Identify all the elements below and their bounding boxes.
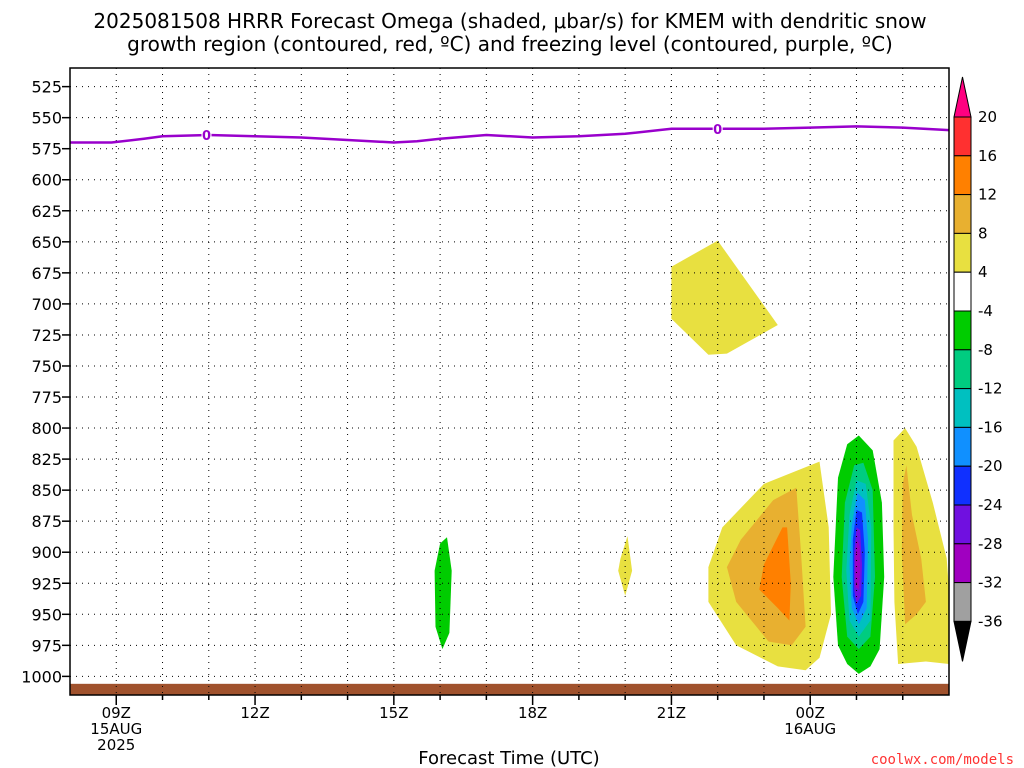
colorbar-label: -16 (978, 418, 1003, 436)
colorbar-label: -12 (978, 380, 1003, 398)
freezing-level-label: 0 (202, 129, 211, 144)
colorbar-label: 8 (978, 224, 988, 242)
x-tick-label: 12Z (240, 704, 269, 722)
colorbar-segment (953, 426, 972, 467)
omega-region-5 (759, 527, 791, 621)
colorbar-label: 12 (978, 186, 997, 204)
colorbar-segment (953, 582, 972, 622)
y-tick-label: 600 (31, 171, 62, 190)
y-tick-label: 850 (31, 481, 62, 500)
y-tick-label: 625 (31, 202, 62, 221)
colorbar-label: 16 (978, 147, 997, 165)
y-axis: 525 550 575 600 625 650 675 700 725 750 775 800 825 8… (21, 78, 70, 686)
colorbar-segment (953, 155, 972, 196)
colorbar-segment (953, 194, 972, 234)
y-tick-label: 925 (31, 574, 62, 593)
colorbar-bottom-arrow (953, 620, 972, 662)
colorbar-label: -4 (978, 302, 993, 320)
y-tick-label: 675 (31, 264, 62, 283)
y-tick-label: 775 (31, 388, 62, 407)
surface-band-rect (70, 683, 949, 695)
freezing-level-label-bg (712, 120, 723, 137)
x-axis-label: Forecast Time (UTC) (418, 748, 599, 768)
colorbar-label: -8 (978, 341, 993, 359)
x-tick-label: 21Z (657, 704, 686, 722)
y-tick-label: 950 (31, 605, 62, 624)
colorbar-label: -32 (978, 574, 1003, 592)
y-tick-label: 750 (31, 357, 62, 376)
x-tick-label: 15Z (379, 704, 408, 722)
y-tick-label: 550 (31, 109, 62, 128)
grid-lines (70, 68, 949, 695)
colorbar-label: 20 (978, 108, 997, 126)
x-tick-label: 09Z (102, 704, 131, 722)
omega-region-2 (618, 536, 633, 596)
x-tick-label: 18Z (518, 704, 547, 722)
colorbar-label: -28 (978, 535, 1003, 553)
colorbar-label: 4 (978, 263, 988, 281)
freezing-level-label-bg (201, 127, 212, 144)
colorbar-segment (953, 271, 972, 312)
colorbar-segment (953, 232, 972, 273)
colorbar-segment (953, 543, 972, 584)
x-tick-label: 00Z (796, 704, 825, 722)
colorbar-segment (953, 504, 972, 545)
colorbar-segment (953, 349, 972, 390)
credit-text: coolwx.com/models (871, 752, 1014, 768)
colorbar-top-arrow (953, 76, 972, 118)
colorbar-segment (953, 310, 972, 351)
plot-frame (69, 67, 950, 696)
y-tick-label: 700 (31, 295, 62, 314)
omega-region-0 (671, 240, 778, 355)
y-tick-label: 650 (31, 233, 62, 252)
colorbar-segment (953, 116, 972, 157)
y-tick-label: 1000 (21, 667, 62, 686)
y-tick-label: 825 (31, 450, 62, 469)
omega-region-13 (893, 428, 949, 664)
y-tick-label: 975 (31, 636, 62, 655)
colorbar-label: -24 (978, 496, 1003, 514)
omega-region-14 (901, 465, 926, 625)
colorbar: 20 16 12 8 4 -4 -8 -12 -16 -20 -24 -28 -32 -36 (953, 76, 1003, 662)
y-tick-label: 900 (31, 543, 62, 562)
y-tick-label: 575 (31, 140, 62, 159)
x-tick-label: 15AUG (90, 720, 142, 738)
x-tick-label: 16AUG (784, 720, 836, 738)
y-tick-label: 725 (31, 326, 62, 345)
surface-band (70, 683, 949, 695)
chart-title-line-2: growth region (contoured, red, ºC) and f… (127, 32, 893, 56)
omega-region-1 (434, 537, 452, 650)
y-tick-label: 800 (31, 419, 62, 438)
colorbar-label: -36 (978, 612, 1003, 630)
colorbar-segment (953, 465, 972, 506)
y-tick-label: 525 (31, 78, 62, 97)
freezing-level-label: 0 (713, 123, 722, 138)
colorbar-label: -20 (978, 457, 1003, 475)
omega-shading (434, 240, 949, 674)
y-tick-label: 875 (31, 512, 62, 531)
freezing-level-line (70, 125, 949, 144)
x-tick-label: 2025 (97, 736, 135, 754)
chart-title-line-1: 2025081508 HRRR Forecast Omega (shaded, … (93, 9, 926, 33)
colorbar-segment (953, 388, 972, 428)
